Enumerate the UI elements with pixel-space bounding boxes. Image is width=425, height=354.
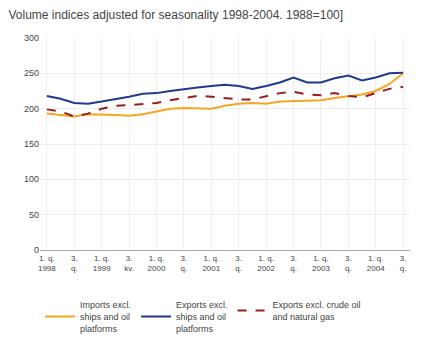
svg-text:1. q.2003: 1. q.2003 bbox=[312, 254, 330, 273]
svg-text:50: 50 bbox=[29, 210, 39, 220]
svg-text:3.kv.: 3.kv. bbox=[124, 254, 134, 273]
svg-text:1. q.1999: 1. q.1999 bbox=[93, 254, 111, 273]
svg-text:Exports excl.ships and oilplat: Exports excl.ships and oilplatforms bbox=[176, 300, 228, 333]
svg-text:0: 0 bbox=[34, 245, 39, 255]
svg-text:200: 200 bbox=[24, 104, 39, 114]
svg-text:Volume indices adjusted for se: Volume indices adjusted for seasonality … bbox=[9, 8, 344, 22]
svg-text:150: 150 bbox=[24, 139, 39, 149]
svg-text:Exports excl. crude oiland nat: Exports excl. crude oiland natural gas bbox=[273, 300, 361, 322]
svg-text:3.q.: 3.q. bbox=[290, 254, 297, 273]
svg-text:300: 300 bbox=[24, 33, 39, 43]
svg-text:3.q.: 3.q. bbox=[181, 254, 188, 273]
svg-text:1. q.1998: 1. q.1998 bbox=[38, 254, 56, 273]
svg-text:1. q.2004: 1. q.2004 bbox=[367, 254, 385, 273]
svg-text:1. q.2000: 1. q.2000 bbox=[148, 254, 166, 273]
svg-text:Imports excl.ships and oilplat: Imports excl.ships and oilplatforms bbox=[80, 300, 131, 333]
svg-text:1. q.2002: 1. q.2002 bbox=[257, 254, 275, 273]
svg-text:3.q.: 3.q. bbox=[71, 254, 78, 273]
svg-text:1. q.2001: 1. q.2001 bbox=[202, 254, 220, 273]
svg-text:3.q.: 3.q. bbox=[235, 254, 242, 273]
svg-text:3.q.: 3.q. bbox=[400, 254, 407, 273]
svg-text:100: 100 bbox=[24, 174, 39, 184]
svg-text:250: 250 bbox=[24, 68, 39, 78]
svg-text:3.q.: 3.q. bbox=[345, 254, 352, 273]
